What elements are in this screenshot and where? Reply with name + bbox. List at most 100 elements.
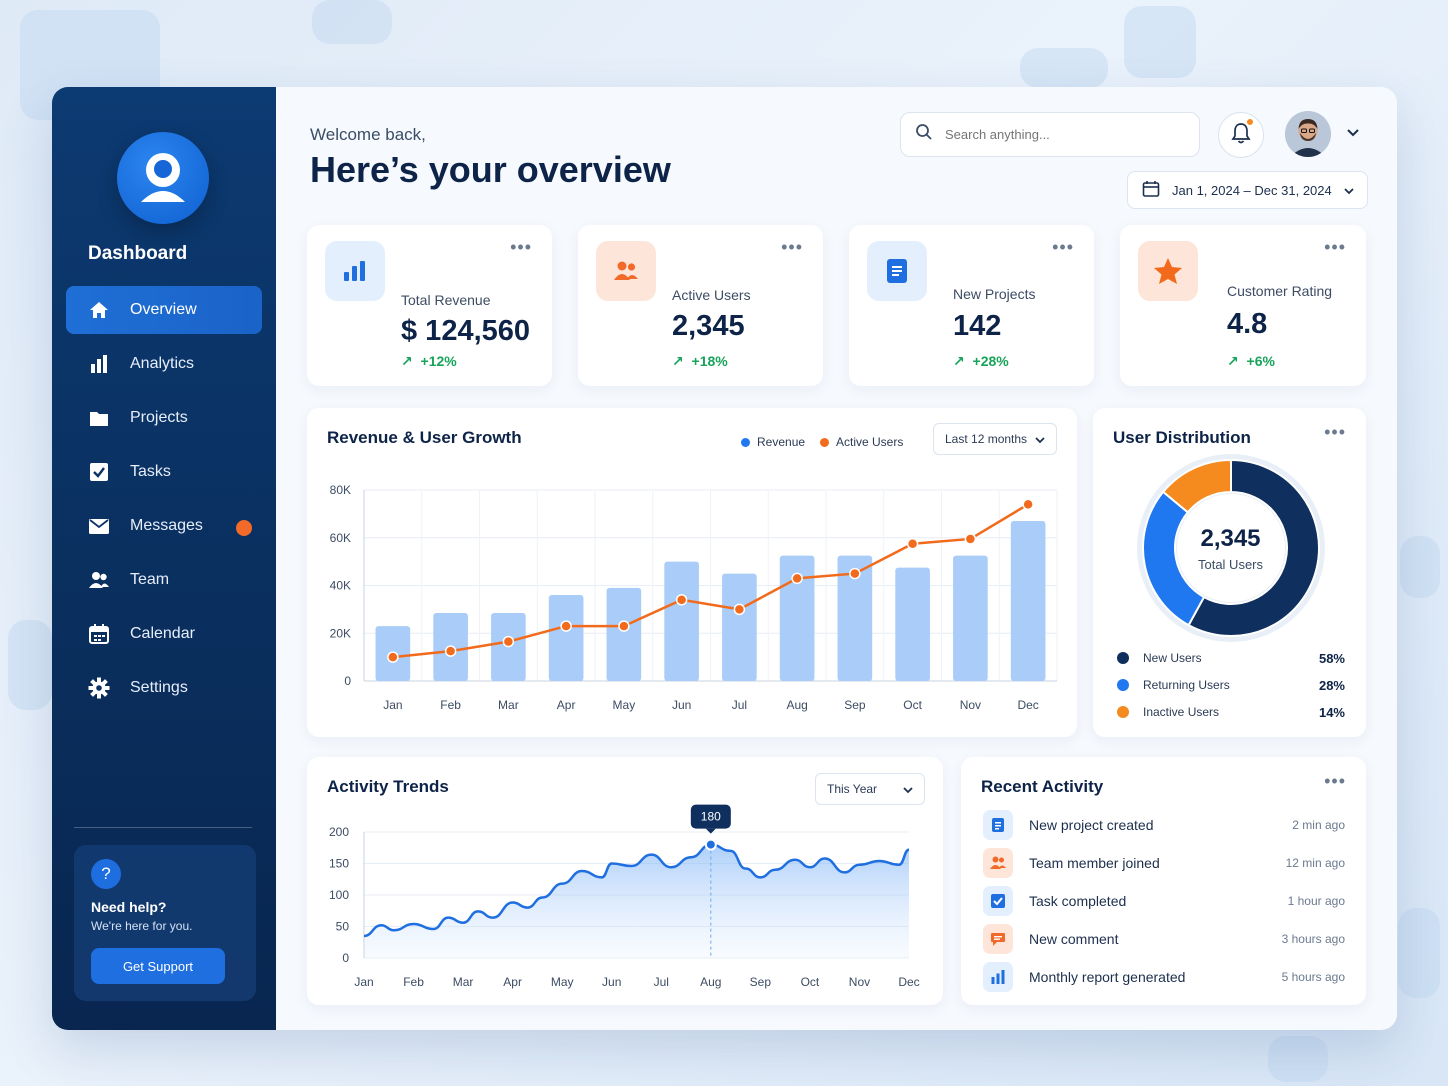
more-options-icon[interactable]: ••• — [1324, 237, 1346, 257]
search-box[interactable] — [900, 112, 1200, 157]
y-tick-label: 200 — [329, 825, 349, 839]
x-tick-label: Mar — [498, 698, 519, 712]
legend-dot — [741, 437, 750, 447]
distribution-row: Inactive Users 14% — [1117, 702, 1345, 722]
distribution-donut — [1137, 454, 1325, 642]
x-tick-label: Jul — [732, 698, 747, 712]
more-options-icon[interactable]: ••• — [1052, 237, 1074, 257]
document-icon — [983, 810, 1013, 840]
user-distribution-panel: User Distribution ••• 2,345 Total Users … — [1093, 408, 1366, 737]
more-options-icon[interactable]: ••• — [510, 237, 532, 257]
x-tick-label: Jul — [654, 975, 669, 989]
background-tile — [8, 620, 52, 710]
unread-badge — [236, 520, 252, 536]
donut-hole — [1177, 494, 1285, 602]
revenue-bar — [895, 567, 930, 681]
distribution-pct: 58% — [1318, 650, 1345, 666]
x-tick-label: Oct — [903, 698, 922, 712]
activity-item[interactable]: New project created 2 min ago — [983, 809, 1345, 841]
active-users-point — [560, 620, 572, 632]
range-select-value: Last 12 months — [945, 432, 1028, 446]
highlight-point — [704, 838, 717, 851]
donut-center-label: Total Users — [1197, 557, 1264, 572]
sidebar-item-team[interactable]: Team — [66, 556, 262, 604]
active-users-point — [733, 603, 746, 616]
kpi-label: Customer Rating — [1227, 283, 1333, 299]
x-tick-label: Oct — [801, 975, 820, 989]
help-card: ? Need help? We're here for you. Get Sup… — [74, 845, 256, 1001]
revenue-growth-panel: Revenue & User Growth Revenue Active Use… — [307, 408, 1077, 737]
kpi-value: $ 124,560 — [401, 315, 531, 347]
revenue-bar — [548, 595, 584, 681]
year-select[interactable]: This Year — [815, 773, 925, 805]
notifications-button[interactable] — [1218, 112, 1264, 158]
distribution-pct: 14% — [1318, 704, 1345, 720]
date-range-picker[interactable]: Jan 1, 2024 – Dec 31, 2024 — [1127, 171, 1368, 209]
panel-title: Revenue & User Growth — [327, 428, 522, 447]
active-users-point — [444, 645, 457, 657]
x-tick-label: Aug — [700, 975, 721, 989]
revenue-bar — [606, 587, 642, 681]
calendar-icon — [1142, 180, 1160, 201]
activity-time: 5 hours ago — [1281, 970, 1345, 984]
x-tick-label: Jan — [383, 698, 402, 712]
kpi-card-revenue[interactable]: ••• Total Revenue $ 124,560 ↗ +12% — [307, 225, 552, 386]
activity-trends-panel: Activity Trends This Year 200 150 100 50 0 18… — [307, 757, 943, 1005]
chevron-down-icon[interactable] — [1346, 125, 1360, 143]
x-tick-label: Nov — [849, 975, 870, 989]
dashboard-app: Dashboard Overview Analytics Projects — [52, 87, 1397, 1030]
revenue-bar — [664, 561, 699, 681]
sidebar-item-analytics[interactable]: Analytics — [66, 340, 262, 388]
home-icon — [88, 299, 110, 321]
x-tick-label: Nov — [960, 698, 981, 712]
sidebar-item-overview[interactable]: Overview — [66, 286, 262, 334]
activity-item[interactable]: Monthly report generated 5 hours ago — [983, 961, 1345, 993]
kpi-change-value: +28% — [972, 353, 1009, 369]
kpi-value: 2,345 — [672, 310, 745, 342]
activity-time: 12 min ago — [1285, 856, 1345, 870]
x-tick-label: Sep — [844, 698, 866, 712]
more-options-icon[interactable]: ••• — [781, 237, 803, 257]
x-tick-label: Dec — [1017, 698, 1038, 712]
sidebar-item-calendar[interactable]: Calendar — [66, 610, 262, 658]
search-icon — [915, 123, 933, 146]
sidebar-item-label: Projects — [130, 409, 188, 426]
donut-slice — [1187, 458, 1320, 637]
mail-icon — [88, 515, 110, 537]
kpi-change-value: +12% — [420, 353, 457, 369]
search-input[interactable] — [945, 127, 1175, 142]
activity-item[interactable]: New comment 3 hours ago — [983, 923, 1345, 955]
active-users-line — [392, 503, 1029, 659]
range-select[interactable]: Last 12 months — [933, 423, 1057, 455]
y-tick-label: 0 — [344, 674, 351, 688]
sidebar: Dashboard Overview Analytics Projects — [52, 87, 276, 1030]
get-support-button[interactable]: Get Support — [91, 948, 225, 984]
donut-center-value: 2,345 — [1200, 525, 1261, 552]
active-users-point — [387, 651, 399, 663]
y-tick-label: 40K — [330, 579, 351, 593]
sidebar-item-projects[interactable]: Projects — [66, 394, 262, 442]
sidebar-item-label: Settings — [130, 679, 188, 696]
y-tick-label: 0 — [342, 951, 349, 965]
kpi-card-projects[interactable]: ••• New Projects 142 ↗ +28% — [849, 225, 1094, 386]
sidebar-item-tasks[interactable]: Tasks — [66, 448, 262, 496]
more-options-icon[interactable]: ••• — [1324, 771, 1346, 791]
sidebar-item-settings[interactable]: Settings — [66, 664, 262, 712]
background-tile — [1398, 908, 1440, 998]
profile-avatar-icon[interactable] — [117, 132, 209, 224]
sidebar-item-label: Analytics — [130, 355, 195, 372]
revenue-chart: 0 20K 40K 60K 80K Jan Feb Mar Apr May Jun Jul Aug Sep… — [330, 483, 1058, 712]
kpi-card-users[interactable]: ••• Active Users 2,345 ↗ +18% — [578, 225, 823, 386]
kpi-card-rating[interactable]: ••• Customer Rating 4.8 ↗ +6% — [1120, 225, 1366, 386]
more-options-icon[interactable]: ••• — [1324, 422, 1346, 442]
user-avatar[interactable] — [1285, 111, 1331, 157]
sidebar-item-messages[interactable]: Messages — [66, 502, 262, 550]
activity-text: Team member joined — [1029, 855, 1160, 871]
x-tick-label: Apr — [557, 698, 576, 712]
panel-title: Activity Trends — [327, 777, 449, 796]
welcome-text: Welcome back, — [310, 125, 426, 144]
activity-item[interactable]: Task completed 1 hour ago — [983, 885, 1345, 917]
activity-item[interactable]: Team member joined 12 min ago — [983, 847, 1345, 879]
tooltip-pointer — [705, 828, 716, 834]
legend-revenue: Revenue — [741, 435, 805, 449]
